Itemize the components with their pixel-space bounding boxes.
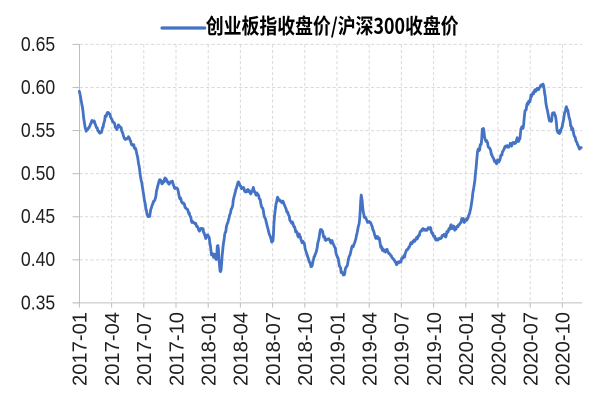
svg-text:2018-01: 2018-01 xyxy=(199,312,221,386)
svg-text:2018-04: 2018-04 xyxy=(231,312,253,386)
svg-text:2020-04: 2020-04 xyxy=(488,312,510,386)
svg-text:0.55: 0.55 xyxy=(21,120,55,142)
svg-text:2017-01: 2017-01 xyxy=(70,312,92,386)
svg-text:2020-01: 2020-01 xyxy=(456,312,478,386)
svg-text:0.65: 0.65 xyxy=(21,34,55,56)
svg-text:2019-01: 2019-01 xyxy=(327,312,349,386)
svg-text:2017-04: 2017-04 xyxy=(102,312,124,386)
svg-text:2019-07: 2019-07 xyxy=(392,312,414,386)
svg-text:2019-10: 2019-10 xyxy=(424,312,446,386)
svg-text:2018-07: 2018-07 xyxy=(263,312,285,386)
svg-text:2017-07: 2017-07 xyxy=(134,312,156,386)
svg-text:0.35: 0.35 xyxy=(21,292,55,314)
svg-text:2019-04: 2019-04 xyxy=(360,312,382,386)
svg-text:0.45: 0.45 xyxy=(21,206,55,228)
svg-text:0.50: 0.50 xyxy=(21,163,55,185)
svg-text:2017-10: 2017-10 xyxy=(166,312,188,386)
svg-text:0.40: 0.40 xyxy=(21,249,55,271)
svg-text:2020-07: 2020-07 xyxy=(521,312,543,386)
svg-text:2020-10: 2020-10 xyxy=(553,312,575,386)
svg-text:0.60: 0.60 xyxy=(21,77,55,99)
svg-text:2018-10: 2018-10 xyxy=(295,312,317,386)
